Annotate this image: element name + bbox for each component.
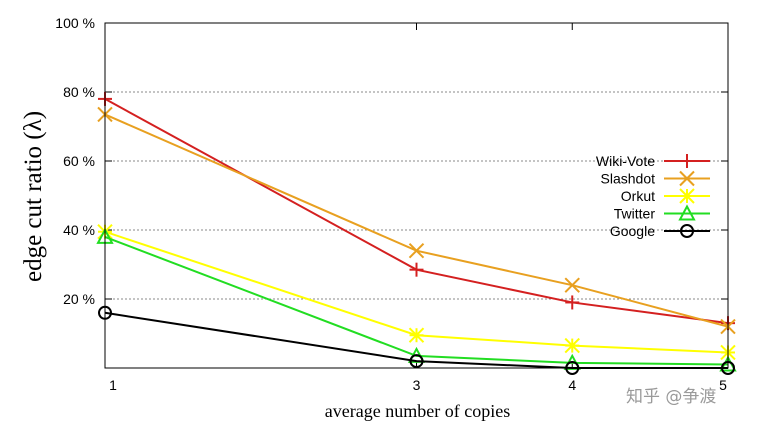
legend-label-slashdot: Slashdot bbox=[601, 171, 656, 187]
x-tick-label: 3 bbox=[413, 377, 421, 393]
y-tick-label: 20 % bbox=[63, 291, 95, 307]
y-axis-label: edge cut ratio (λ) bbox=[20, 111, 47, 282]
data-point-google-shape bbox=[409, 354, 424, 369]
data-point-slashdot-stroke bbox=[408, 242, 425, 259]
data-point-wiki-vote bbox=[565, 295, 580, 310]
plot-frame bbox=[104, 22, 729, 369]
data-point-google bbox=[409, 354, 424, 369]
data-point-slashdot-stroke bbox=[564, 277, 580, 293]
x-axis-label: average number of copies bbox=[325, 401, 510, 421]
legend-marker-google bbox=[680, 224, 694, 238]
series-line-orkut bbox=[104, 230, 729, 354]
x-tick-label: 5 bbox=[719, 377, 727, 393]
legend-marker-google-shape bbox=[680, 224, 694, 238]
series-line-slashdot bbox=[104, 113, 729, 328]
series-line-twitter bbox=[104, 235, 729, 366]
data-point-wiki-vote bbox=[409, 262, 424, 277]
legend-label-wiki-vote: Wiki-Vote bbox=[596, 153, 655, 169]
legend-marker-slashdot bbox=[679, 170, 695, 187]
legend-marker-orkut bbox=[679, 188, 695, 204]
x-tick-label: 1 bbox=[109, 377, 117, 393]
data-point-orkut-stroke bbox=[564, 337, 580, 354]
y-tick-label: 40 % bbox=[63, 222, 95, 238]
y-tick-label: 100 % bbox=[55, 15, 95, 31]
data-point-orkut bbox=[408, 327, 425, 343]
y-axis-ticks: 20 % 40 % 60 % 80 % 100 % bbox=[55, 15, 728, 307]
data-point-slashdot bbox=[564, 277, 580, 293]
series-lines bbox=[96, 91, 737, 375]
data-point-orkut-stroke bbox=[408, 327, 425, 343]
data-point-slashdot bbox=[408, 242, 425, 259]
data-point-orkut bbox=[564, 337, 580, 354]
legend-label-google: Google bbox=[610, 223, 655, 239]
series-line-wiki-vote bbox=[104, 98, 729, 325]
x-tick-label: 4 bbox=[568, 377, 576, 393]
legend-marker-orkut-stroke bbox=[679, 188, 695, 204]
legend-marker-slashdot-stroke bbox=[679, 170, 695, 187]
y-tick-label: 60 % bbox=[63, 153, 95, 169]
watermark: 知乎 @争渡 bbox=[626, 387, 716, 407]
legend-marker-twitter bbox=[678, 204, 696, 221]
legend-marker-twitter-shape bbox=[678, 204, 696, 221]
legend-marker-wiki-vote bbox=[680, 154, 694, 168]
legend-label-orkut: Orkut bbox=[621, 188, 655, 204]
legend-label-twitter: Twitter bbox=[614, 206, 656, 222]
y-tick-label: 80 % bbox=[63, 84, 95, 100]
